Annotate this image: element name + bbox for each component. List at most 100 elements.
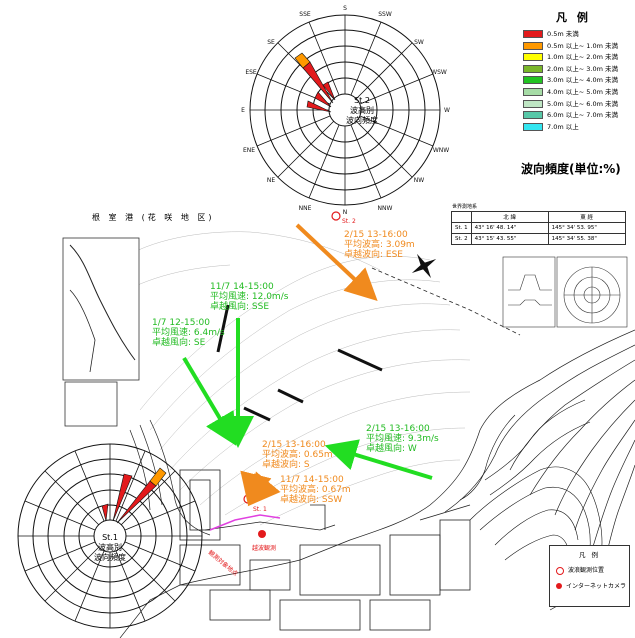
legend-swatch [523,99,543,108]
st1-label-3: 波向頻度 [94,552,126,562]
camera-marker [258,530,266,538]
legend-item: 4.0m 以上~ 5.0m 未満 [523,88,618,97]
wind-annotation-0107: 1/7 12-15:00 平均風速: 6.4m/s 卓越風向: SE [152,318,225,348]
legend-label: 0.5m 以上~ 1.0m 未満 [547,41,618,50]
st2-wave-bars [294,52,336,113]
wave-arrow-s [240,470,272,506]
marker-legend-label: インターネットカメラ [566,582,627,590]
legend-swatch [523,53,543,62]
wind-annotation-1107: 11/7 14-15:00 平均風速: 12.0m/s 卓越風向: SSE [210,282,288,312]
legend-item: 3.0m 以上~ 4.0m 未満 [523,76,618,85]
st2-center-label: St.2 波高別 波向頻度 [346,96,378,125]
wave-rose-st1 [17,443,203,629]
legend-label: 2.0m 以上~ 3.0m 未満 [547,64,618,73]
coord-cell: 145° 34' 55. 38" [547,233,626,245]
annotation-line: 11/7 14-15:00 [280,475,344,485]
svg-text:NW: NW [414,177,424,184]
wave-annotation-0215: 2/15 13-16:00 平均波高: 0.65m 卓越波向: S [262,440,333,470]
coord-cell: 43° 16' 48. 14" [470,222,549,234]
legend-label: 0.5m 未満 [547,30,579,38]
coord-cell: St. 2 [451,233,472,245]
harbor-name: 根 室 港 (花 咲 地 区) [92,213,215,222]
wave-rose-st2: S SSE SSW SE SW ESE WSW E W ENE WNW NE N… [241,5,450,216]
annotation-line: 卓越波向: SSW [280,495,343,505]
legend-label: 4.0m 以上~ 5.0m 未満 [547,88,618,96]
annotation-line: 平均波高: 0.65m [262,450,333,460]
obs-point-label: 観測対象地点 [207,548,240,577]
coord-table: 北 緯 東 経 St. 1 43° 16' 48. 14" 145° 34' 5… [451,211,626,245]
wind-annotation-0215: 2/15 13-16:00 平均風速: 9.3m/s 卓越風向: W [366,424,439,454]
annotation-line: 2/15 13-16:00 [262,440,326,450]
coord-header: 北 緯 [470,211,549,223]
outer-dashed-line [371,267,521,336]
st2-label-3: 波向頻度 [346,115,378,125]
svg-text:NNW: NNW [378,205,393,212]
coord-header: 東 経 [547,211,626,223]
annotation-line: 卓越風向: SE [152,338,206,348]
coord-cell: St. 1 [451,222,472,234]
legend-swatch [523,30,543,38]
annotation-line: 2/15 13-16:00 [344,230,408,240]
legend-swatch [523,76,543,85]
wave-annotation-st2: 2/15 13-16:00 平均波高: 3.09m 卓越波向: ESE [344,230,415,260]
svg-text:NNE: NNE [299,205,312,212]
annotation-line: 平均風速: 9.3m/s [366,434,439,444]
st2-marker [331,211,341,221]
land-contours [119,329,635,638]
svg-text:SSW: SSW [378,11,392,18]
svg-text:WSW: WSW [431,69,447,76]
coord-header [451,211,472,223]
legend-title: 凡 例 [556,11,591,24]
annotation-line: 卓越風向: W [366,444,417,454]
harbor-facilities [179,469,471,631]
annotation-line: 平均風速: 12.0m/s [210,292,289,302]
st2-label-1: St.2 [354,96,370,105]
coord-table-caption: 世界測地系 [452,204,478,210]
st1-label-1: St.1 [102,533,118,542]
legend-item: 5.0m 以上~ 6.0m 未満 [523,99,618,109]
annotation-line: 平均波高: 3.09m [344,240,415,250]
legend-label: 7.0m 以上 [547,122,579,131]
legend-label: 6.0m 以上~ 7.0m 未満 [547,111,618,120]
svg-text:SW: SW [414,39,424,46]
legend-item: 7.0m 以上 [523,122,579,132]
wave-annotation-1107: 11/7 14-15:00 平均波高: 0.67m 卓越波向: SSW [280,475,351,505]
st1-station-label: St. 1 [253,506,267,513]
wind-arrow-w [324,439,433,480]
marker-legend-label: 波浪観測位置 [568,567,605,574]
marker-legend-row: インターネットカメラ [556,581,629,590]
st1-center-label: St.1 波高別 波向頻度 [94,533,126,562]
wind-arrow-se [182,356,237,446]
svg-text:WNW: WNW [433,147,449,154]
svg-text:SE: SE [267,39,275,46]
legend-unit-label: 波向頻度(単位:%) [521,162,621,176]
annotation-line: 11/7 14-15:00 [210,282,274,292]
profile-diagrams [502,256,628,328]
st1-marker [243,494,253,504]
north-arrow-icon [411,253,437,279]
coord-cell: 43° 15' 43. 55" [470,233,549,245]
coord-cell: 145° 34' 53. 95" [547,222,626,234]
legend-label: 3.0m 以上~ 4.0m 未満 [547,76,618,85]
svg-text:ESE: ESE [245,69,257,76]
marker-legend: 凡 例 波浪観測位置 インターネットカメラ [549,545,630,607]
wave-arrow-ese [295,223,378,301]
wave-arrow-ssw [247,471,281,507]
st2-direction-labels: S SSE SSW SE SW ESE WSW E W ENE WNW NE N… [241,5,450,216]
wind-arrows [182,318,433,480]
annotation-line: 卓越風向: SSE [210,302,270,312]
svg-text:SSE: SSE [299,11,311,18]
svg-text:N: N [343,209,348,216]
camera-icon [556,583,562,589]
annotation-line: 平均風速: 6.4m/s [152,328,225,338]
legend-swatch [523,88,543,96]
legend-label: 5.0m 以上~ 6.0m 未満 [547,99,618,108]
st2-station-label: St. 2 [342,218,356,225]
svg-text:NE: NE [267,177,275,184]
st1-label-2: 波高別 [98,542,122,552]
legend-item: 0.5m 以上~ 1.0m 未満 [523,41,618,51]
svg-text:E: E [241,107,245,114]
legend-item: 6.0m 以上~ 7.0m 未満 [523,111,618,120]
breakwaters [216,304,383,422]
